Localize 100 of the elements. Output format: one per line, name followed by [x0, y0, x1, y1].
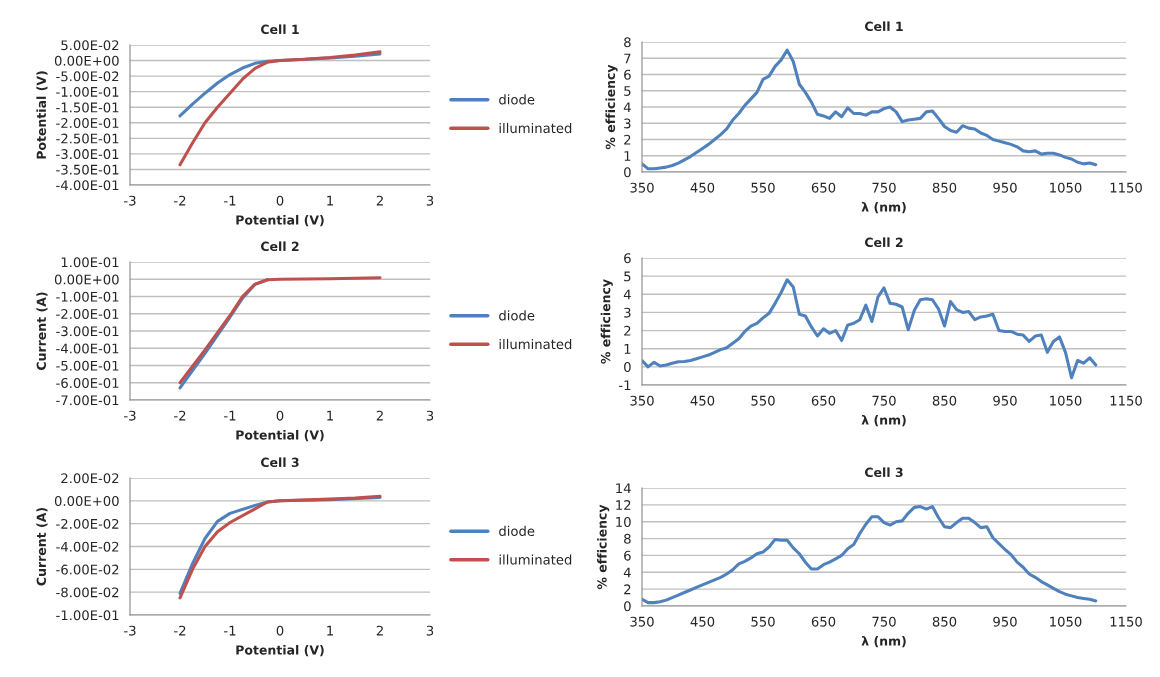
y-tick-label: 12 — [616, 500, 631, 510]
x-tick-label: 0 — [276, 195, 284, 206]
x-tick-label: 550 — [751, 182, 775, 193]
y-tick-label: 0.00E+00 — [54, 274, 119, 285]
x-tick-label: 850 — [932, 182, 957, 193]
y-tick-label: 8 — [624, 533, 631, 544]
y-tick-label: 1.00E-01 — [61, 257, 119, 268]
x-tick-label: 950 — [993, 395, 1017, 406]
x-tick-label: 350 — [630, 616, 654, 627]
y-tick-label: 6 — [624, 69, 631, 80]
x-tick-label: 1050 — [1050, 616, 1082, 627]
y-tick-label: -2.00E-01 — [56, 308, 119, 319]
y-tick-label: -4.00E-02 — [56, 541, 119, 552]
y-tick-label: 2 — [624, 325, 631, 336]
y-axis-title: % efficiency — [600, 279, 613, 364]
y-tick-label: 14 — [616, 483, 631, 494]
y-tick-label: 6 — [624, 550, 631, 561]
x-tick-label: 450 — [690, 395, 715, 406]
x-axis-title: Potential (V) — [236, 645, 324, 657]
x-axis-title: Potential (V) — [236, 430, 324, 442]
y-tick-label: -6.00E-01 — [56, 377, 119, 388]
x-tick-label: -2 — [174, 625, 186, 636]
y-tick-label: 2 — [624, 134, 631, 145]
x-tick-label: -1 — [224, 195, 236, 206]
x-tick-label: 850 — [932, 616, 957, 627]
y-tick-label: 10 — [616, 516, 631, 527]
legend-label: illuminated — [499, 554, 572, 565]
y-tick-label: -5.00E-01 — [56, 360, 119, 371]
chart-title: Cell 3 — [864, 467, 903, 478]
y-tick-label: 0.00E+00 — [54, 496, 119, 507]
x-tick-label: 3 — [426, 410, 434, 421]
legend-label: illuminated — [499, 338, 572, 350]
x-axis-title: λ (nm) — [861, 415, 906, 427]
x-tick-label: 950 — [993, 182, 1017, 193]
y-tick-label: 7 — [624, 53, 631, 64]
x-tick-label: 2 — [376, 625, 383, 636]
y-tick-label: -2.00E-02 — [56, 518, 119, 529]
y-tick-label: -4.00E-01 — [56, 180, 119, 191]
x-tick-label: -3 — [124, 195, 136, 206]
x-axis-title: Potential (V) — [236, 215, 324, 227]
chart-title: Cell 3 — [260, 457, 299, 468]
x-tick-label: 650 — [811, 395, 836, 406]
y-tick-label: 2.00E-02 — [61, 473, 119, 484]
y-tick-label: -8.00E-02 — [56, 587, 119, 598]
x-tick-label: 0 — [276, 410, 284, 421]
x-axis-title: λ (nm) — [861, 636, 906, 648]
legend-label: illuminated — [499, 122, 572, 134]
y-axis-title: % efficiency — [597, 504, 610, 590]
x-tick-label: 1 — [327, 195, 333, 206]
y-tick-label: 0.00E+00 — [54, 55, 119, 66]
x-tick-label: 450 — [690, 616, 715, 627]
y-tick-label: -3.00E-01 — [56, 326, 119, 337]
y-tick-label: -1.00E-01 — [56, 610, 119, 621]
x-tick-label: 350 — [630, 395, 654, 406]
x-tick-label: -2 — [174, 410, 186, 421]
x-tick-label: 3 — [426, 195, 434, 206]
x-tick-label: 550 — [751, 395, 775, 406]
y-tick-label: -2.50E-01 — [56, 133, 119, 144]
y-tick-label: 6 — [624, 253, 631, 264]
x-tick-label: 650 — [811, 616, 836, 627]
x-tick-label: 2 — [376, 410, 383, 421]
y-tick-label: 3 — [624, 307, 631, 318]
y-tick-label: 5.00E-02 — [61, 40, 119, 51]
x-tick-label: -1 — [224, 410, 236, 421]
y-axis-title: Current (A) — [36, 292, 48, 370]
y-tick-label: 5 — [624, 86, 631, 96]
y-axis-title: Potential (V) — [36, 71, 48, 159]
x-tick-label: 750 — [872, 182, 896, 193]
y-tick-label: 1 — [624, 344, 631, 354]
x-tick-label: -3 — [124, 410, 136, 421]
x-tick-label: 750 — [872, 616, 896, 627]
y-tick-label: 0 — [624, 167, 631, 178]
x-tick-label: -1 — [224, 625, 236, 636]
x-tick-label: 2 — [376, 195, 383, 206]
x-tick-label: 1150 — [1110, 182, 1142, 193]
x-tick-label: 1 — [327, 410, 333, 421]
y-tick-label: -1.50E-01 — [56, 102, 119, 113]
y-tick-label: 2 — [624, 584, 631, 595]
y-axis-title: % efficiency — [605, 64, 618, 150]
x-tick-label: -3 — [124, 625, 136, 636]
x-tick-label: 350 — [630, 182, 654, 193]
y-tick-label: -1 — [619, 380, 631, 391]
x-tick-label: 550 — [751, 616, 775, 627]
y-tick-label: -7.00E-01 — [56, 395, 119, 406]
x-tick-label: 1 — [327, 625, 333, 636]
y-tick-label: 5 — [624, 271, 631, 282]
y-tick-label: 0 — [624, 601, 631, 612]
x-axis-title: λ (nm) — [861, 202, 906, 214]
y-tick-label: -3.50E-01 — [56, 164, 119, 175]
chart-title: Cell 2 — [864, 237, 903, 248]
x-tick-label: 950 — [993, 616, 1017, 627]
y-tick-label: -1.00E-01 — [56, 86, 119, 97]
y-tick-label: 4 — [623, 567, 631, 578]
y-tick-label: -4.00E-01 — [56, 343, 119, 354]
y-tick-label: 0 — [624, 362, 631, 373]
y-tick-label: 4 — [623, 289, 631, 300]
x-tick-label: 1050 — [1050, 395, 1082, 406]
y-tick-label: -3.00E-01 — [56, 149, 119, 160]
chart-title: Cell 1 — [260, 24, 299, 35]
legend-label: diode — [499, 310, 535, 321]
